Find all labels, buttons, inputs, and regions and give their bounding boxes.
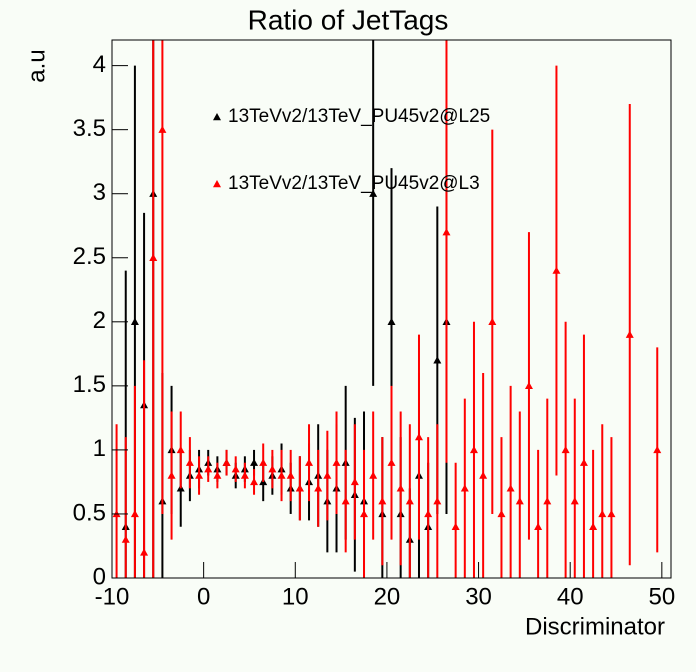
y-tick-label: 3	[93, 179, 106, 206]
marker	[268, 465, 277, 473]
y-tick-label: 1	[93, 435, 106, 462]
marker	[222, 458, 231, 466]
marker	[561, 445, 570, 454]
marker	[167, 471, 176, 479]
y-tick-label: 0	[93, 563, 106, 590]
marker	[460, 484, 469, 492]
frame	[111, 39, 672, 579]
marker	[341, 497, 350, 505]
marker	[625, 330, 634, 338]
marker	[579, 458, 588, 466]
marker	[653, 445, 662, 454]
marker	[369, 471, 378, 479]
marker	[497, 509, 506, 518]
marker	[185, 458, 194, 466]
y-tick-label: 4	[93, 51, 106, 78]
marker	[121, 535, 130, 543]
marker	[130, 317, 139, 326]
chart-title: Ratio of JetTags	[248, 4, 449, 35]
marker	[552, 266, 561, 274]
marker	[277, 471, 286, 479]
y-axis-label: a.u	[23, 49, 50, 82]
marker	[414, 433, 423, 441]
marker	[589, 522, 598, 530]
x-tick-label: 40	[557, 583, 584, 610]
marker	[195, 471, 204, 479]
marker	[524, 381, 533, 390]
marker	[433, 497, 442, 505]
marker	[259, 458, 268, 466]
marker	[231, 465, 240, 473]
marker	[323, 471, 332, 479]
legend-label: 13TeVv2/13TeV_PU45v2@L25	[228, 106, 490, 127]
marker	[469, 445, 478, 454]
marker	[332, 458, 341, 466]
marker	[442, 228, 451, 236]
marker	[176, 445, 185, 454]
marker	[130, 509, 139, 518]
marker	[396, 484, 405, 492]
marker	[570, 497, 579, 505]
marker	[314, 484, 323, 492]
marker	[405, 497, 414, 505]
marker	[213, 471, 222, 479]
marker	[360, 509, 369, 518]
marker	[506, 484, 515, 492]
marker	[479, 471, 488, 479]
legend-marker	[213, 180, 221, 188]
marker	[488, 317, 497, 326]
y-tick-label: 2.5	[73, 243, 106, 270]
marker	[350, 477, 359, 486]
marker	[240, 471, 249, 479]
marker	[387, 458, 396, 466]
legend-marker	[213, 113, 221, 121]
marker	[250, 477, 259, 486]
marker	[515, 497, 524, 505]
x-tick-label: 50	[648, 583, 675, 610]
x-tick-label: -10	[95, 583, 130, 610]
y-tick-label: 2	[93, 307, 106, 334]
x-tick-label: 20	[374, 583, 401, 610]
x-axis-label: Discriminator	[525, 613, 665, 640]
marker	[369, 189, 378, 197]
marker	[543, 497, 552, 505]
y-tick-label: 3.5	[73, 115, 106, 142]
marker	[149, 253, 158, 261]
marker	[433, 356, 442, 364]
y-tick-label: 1.5	[73, 371, 106, 398]
marker	[378, 497, 387, 505]
marker	[598, 509, 607, 518]
marker	[534, 522, 543, 530]
marker	[204, 465, 213, 473]
y-tick-label: 0.5	[73, 499, 106, 526]
marker	[424, 509, 433, 518]
x-tick-label: 10	[282, 583, 309, 610]
x-tick-label: 0	[197, 583, 210, 610]
marker	[286, 471, 295, 479]
marker	[140, 548, 149, 556]
marker	[451, 522, 460, 530]
marker	[305, 458, 314, 466]
marker	[387, 317, 396, 326]
marker	[607, 509, 616, 518]
legend-label: 13TeVv2/13TeV_PU45v2@L3	[228, 173, 480, 194]
x-tick-label: 30	[465, 583, 492, 610]
marker	[158, 125, 167, 133]
marker	[250, 458, 259, 466]
marker	[295, 484, 304, 492]
